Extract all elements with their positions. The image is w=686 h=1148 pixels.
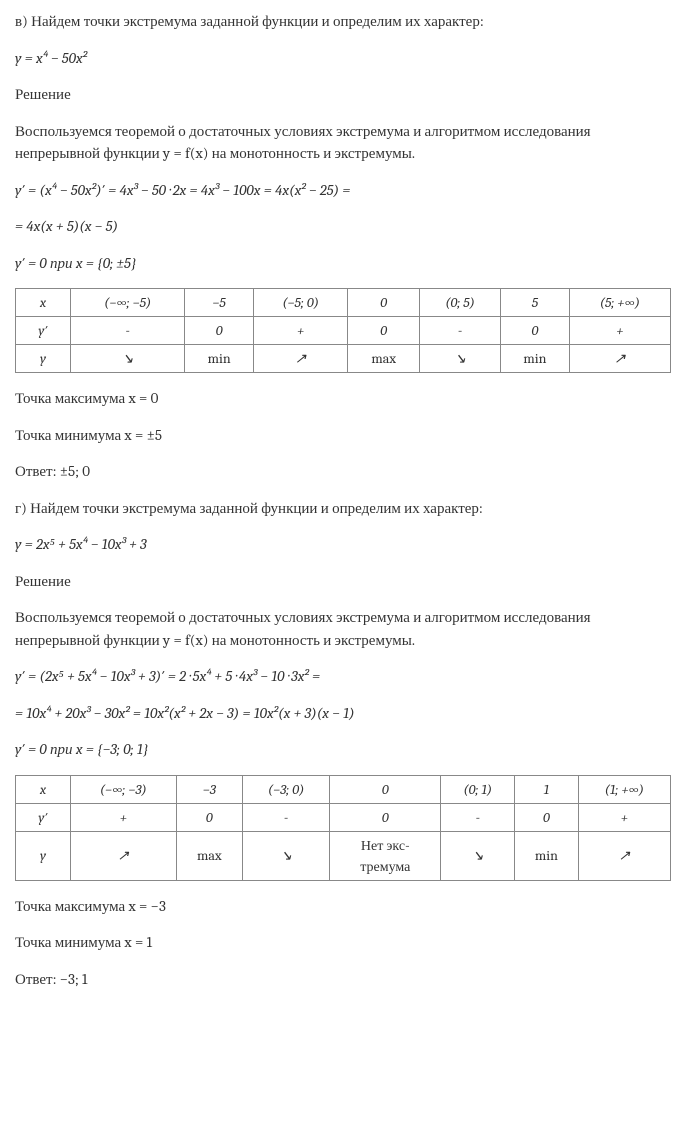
- answer-v: Ответ: ±5; 0: [15, 460, 671, 483]
- table-cell: Нет экс- тремума: [330, 831, 441, 880]
- derivative-g-line2: = 10x⁴ + 20x³ − 30x² = 10x²(x² + 2x − 3)…: [15, 702, 671, 725]
- table-cell: (−5; 0): [253, 289, 347, 317]
- table-cell: 0: [348, 289, 420, 317]
- problem-g-heading: г) Найдем точки экстремума заданной функ…: [15, 497, 671, 520]
- table-cell: -: [71, 317, 185, 345]
- table-cell: (−∞; −3): [71, 775, 177, 803]
- max-point-g: Точка максимума x = −3: [15, 895, 671, 918]
- table-cell: ↘: [71, 345, 185, 373]
- table-cell: −5: [185, 289, 254, 317]
- table-cell: −3: [176, 775, 243, 803]
- table-cell: y: [16, 831, 71, 880]
- table-v-row-deriv: y′ - 0 + 0 - 0 +: [16, 317, 671, 345]
- table-cell: 0: [515, 803, 579, 831]
- table-cell: x: [16, 289, 71, 317]
- table-cell: 0: [185, 317, 254, 345]
- table-cell: +: [578, 803, 670, 831]
- zero-points-v: y′ = 0 при x = {0; ±5}: [15, 252, 671, 275]
- table-cell: min: [501, 345, 570, 373]
- theorem-text-g: Воспользуемся теоремой о достаточных усл…: [15, 606, 671, 651]
- table-cell: +: [569, 317, 670, 345]
- table-cell: 0: [501, 317, 570, 345]
- problem-g-function: y = 2x⁵ + 5x⁴ − 10x³ + 3: [15, 533, 671, 556]
- derivative-v-line1: y′ = (x⁴ − 50x²)′ = 4x³ − 50 · 2x = 4x³ …: [15, 179, 671, 202]
- table-cell: 0: [176, 803, 243, 831]
- table-g: x (−∞; −3) −3 (−3; 0) 0 (0; 1) 1 (1; +∞)…: [15, 775, 671, 881]
- table-cell: -: [420, 317, 501, 345]
- table-g-row-deriv: y′ + 0 - 0 - 0 +: [16, 803, 671, 831]
- table-cell: x: [16, 775, 71, 803]
- table-cell: ↗: [71, 831, 177, 880]
- table-v: x (−∞; −5) −5 (−5; 0) 0 (0; 5) 5 (5; +∞)…: [15, 288, 671, 373]
- solution-label-v: Решение: [15, 83, 671, 106]
- theorem-text-v: Воспользуемся теоремой о достаточных усл…: [15, 120, 671, 165]
- table-cell: (5; +∞): [569, 289, 670, 317]
- table-cell: 5: [501, 289, 570, 317]
- table-cell: ↘: [243, 831, 330, 880]
- table-cell: min: [185, 345, 254, 373]
- table-v-row-x: x (−∞; −5) −5 (−5; 0) 0 (0; 5) 5 (5; +∞): [16, 289, 671, 317]
- table-g-row-x: x (−∞; −3) −3 (−3; 0) 0 (0; 1) 1 (1; +∞): [16, 775, 671, 803]
- table-v-row-func: y ↘ min ↗ max ↘ min ↗: [16, 345, 671, 373]
- table-cell: y′: [16, 317, 71, 345]
- table-cell: ↘: [420, 345, 501, 373]
- table-cell: y: [16, 345, 71, 373]
- table-cell: 0: [330, 803, 441, 831]
- zero-points-g: y′ = 0 при x = {−3; 0; 1}: [15, 738, 671, 761]
- table-cell: (0; 1): [441, 775, 515, 803]
- table-cell: ↗: [569, 345, 670, 373]
- max-point-v: Точка максимума x = 0: [15, 387, 671, 410]
- table-cell: ↗: [253, 345, 347, 373]
- table-cell: 1: [515, 775, 579, 803]
- table-cell: max: [348, 345, 420, 373]
- table-cell: 0: [348, 317, 420, 345]
- table-cell: ↗: [578, 831, 670, 880]
- table-cell: max: [176, 831, 243, 880]
- table-cell: (0; 5): [420, 289, 501, 317]
- table-cell: (−∞; −5): [71, 289, 185, 317]
- derivative-g-line1: y′ = (2x⁵ + 5x⁴ − 10x³ + 3)′ = 2 · 5x⁴ +…: [15, 665, 671, 688]
- derivative-v-line2: = 4x(x + 5)(x − 5): [15, 215, 671, 238]
- table-cell: ↘: [441, 831, 515, 880]
- solution-label-g: Решение: [15, 570, 671, 593]
- table-cell: (−3; 0): [243, 775, 330, 803]
- table-cell: 0: [330, 775, 441, 803]
- table-cell: +: [253, 317, 347, 345]
- problem-v-function: y = x⁴ − 50x²: [15, 47, 671, 70]
- min-point-v: Точка минимума x = ±5: [15, 424, 671, 447]
- table-g-row-func: y ↗ max ↘ Нет экс- тремума ↘ min ↗: [16, 831, 671, 880]
- table-cell: min: [515, 831, 579, 880]
- table-cell: (1; +∞): [578, 775, 670, 803]
- answer-g: Ответ: −3; 1: [15, 968, 671, 991]
- table-cell: y′: [16, 803, 71, 831]
- table-cell: -: [243, 803, 330, 831]
- min-point-g: Точка минимума x = 1: [15, 931, 671, 954]
- table-cell: +: [71, 803, 177, 831]
- problem-v-heading: в) Найдем точки экстремума заданной функ…: [15, 10, 671, 33]
- table-cell: -: [441, 803, 515, 831]
